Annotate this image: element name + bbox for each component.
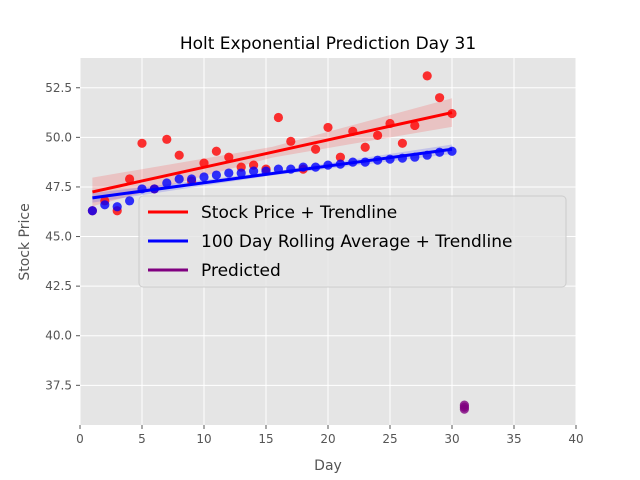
data-point xyxy=(422,71,432,81)
y-tick-labels: 37.5 40.0 42.5 45.0 47.5 50.0 52.5 xyxy=(45,81,80,392)
x-tick-label: 35 xyxy=(506,432,521,446)
data-point xyxy=(236,168,246,178)
data-point xyxy=(199,172,209,182)
data-point xyxy=(100,200,110,210)
data-point xyxy=(360,142,370,152)
data-point xyxy=(249,166,259,176)
data-point xyxy=(87,206,97,216)
y-tick-label: 37.5 xyxy=(45,378,72,392)
grid-lines xyxy=(79,58,577,425)
y-tick-label: 50.0 xyxy=(45,130,72,144)
chart-title: Holt Exponential Prediction Day 31 xyxy=(180,34,476,54)
data-point xyxy=(174,174,184,184)
y-tick-label: 47.5 xyxy=(45,180,72,194)
data-point xyxy=(335,152,345,162)
data-point xyxy=(311,144,321,154)
data-point xyxy=(162,134,172,144)
x-axis-label: Day xyxy=(314,458,342,474)
data-point xyxy=(162,178,172,188)
data-point xyxy=(397,138,407,148)
x-tick-label: 0 xyxy=(76,432,84,446)
data-point xyxy=(211,146,221,156)
data-point xyxy=(447,146,457,156)
y-tick-label: 52.5 xyxy=(45,81,72,95)
x-tick-label: 15 xyxy=(258,432,273,446)
data-point xyxy=(174,150,184,160)
legend-box xyxy=(138,195,567,288)
y-axis-label: Stock Price xyxy=(17,203,33,280)
data-point xyxy=(112,202,122,212)
data-points xyxy=(87,71,469,414)
x-tick-label: 10 xyxy=(196,432,211,446)
y-tick-label: 45.0 xyxy=(45,230,72,244)
data-point xyxy=(224,168,234,178)
data-point xyxy=(323,122,333,133)
trend-lines xyxy=(92,111,453,200)
x-tick-label: 20 xyxy=(320,432,335,446)
x-tick-label: 25 xyxy=(382,432,397,446)
trend-line xyxy=(92,111,453,194)
y-tick-label: 42.5 xyxy=(45,279,72,293)
legend-label-stock-price: Stock Price + Trendline xyxy=(201,203,397,223)
x-tick-label: 40 xyxy=(568,432,583,446)
data-point xyxy=(187,174,197,184)
x-tick-labels: 0 5 10 15 20 25 30 35 40 xyxy=(76,425,584,446)
trend-line xyxy=(92,147,453,200)
data-point xyxy=(273,112,283,123)
x-tick-label: 30 xyxy=(444,432,459,446)
data-point xyxy=(373,130,383,140)
data-point xyxy=(224,152,234,162)
data-point xyxy=(410,120,420,131)
data-point xyxy=(211,170,221,180)
legend: Stock Price + Trendline 100 Day Rolling … xyxy=(138,195,567,288)
data-point xyxy=(459,404,469,414)
data-point xyxy=(125,196,135,206)
data-point xyxy=(286,136,296,146)
data-point xyxy=(137,138,147,148)
legend-label-predicted: Predicted xyxy=(201,261,281,281)
y-tick-label: 40.0 xyxy=(45,329,72,343)
data-point xyxy=(125,174,135,184)
legend-label-rolling-average: 100 Day Rolling Average + Trendline xyxy=(201,232,512,252)
data-point xyxy=(435,93,445,103)
x-tick-label: 5 xyxy=(138,432,146,446)
